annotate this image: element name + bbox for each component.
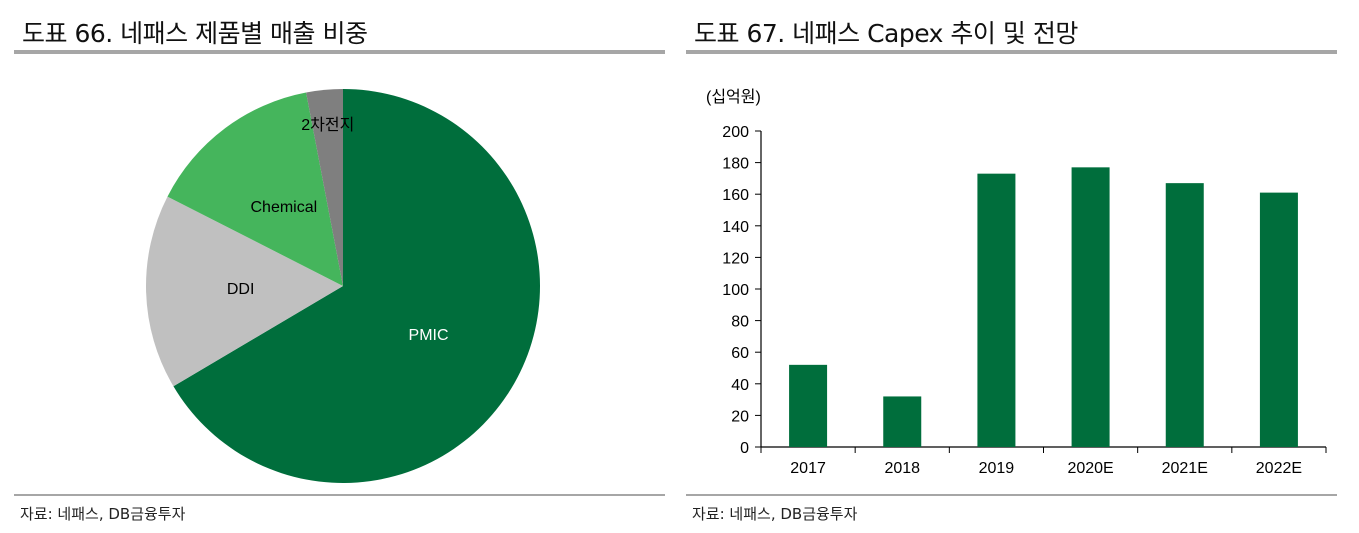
right-panel: 도표 67. 네패스 Capex 추이 및 전망 (십억원) 0 20 40 60 80 1… xyxy=(686,0,1337,533)
pie-slice xyxy=(306,89,343,286)
y-tick-label: 0 xyxy=(740,440,749,457)
x-tick-label: 2018 xyxy=(884,460,920,477)
y-tick-label: 120 xyxy=(722,250,749,267)
x-tick-label: 2019 xyxy=(979,460,1015,477)
x-tick-label: 2020E xyxy=(1067,460,1113,477)
y-tick-label: 180 xyxy=(722,156,749,173)
pie-slice-label: PMIC xyxy=(409,327,449,344)
pie-slice-label: DDI xyxy=(227,281,255,298)
y-tick-label: 100 xyxy=(722,282,749,299)
source-note: 자료: 네패스, DB금융투자 xyxy=(20,505,186,523)
y-tick-label: 160 xyxy=(722,187,749,204)
pie-slice-label: Chemical xyxy=(251,199,318,216)
source-divider xyxy=(14,494,665,496)
bar xyxy=(789,364,828,447)
x-tick-label: 2021E xyxy=(1162,460,1208,477)
y-tick-label: 140 xyxy=(722,219,749,236)
source-note: 자료: 네패스, DB금융투자 xyxy=(692,505,858,523)
x-tick-label: 2022E xyxy=(1256,460,1302,477)
bar xyxy=(1071,167,1110,447)
y-axis-unit-label: (십억원) xyxy=(706,88,761,106)
title-divider xyxy=(14,50,665,54)
bar xyxy=(883,396,922,447)
bar xyxy=(1165,183,1204,447)
pie-slice-label: 2차전지 xyxy=(301,116,354,134)
source-divider xyxy=(686,494,1337,496)
y-tick-label: 40 xyxy=(731,377,749,394)
pie-chart: PMIC DDI Chemical 2차전지 xyxy=(145,89,540,484)
y-tick-label: 60 xyxy=(731,345,749,362)
y-tick-label: 80 xyxy=(731,314,749,331)
pie-slice xyxy=(167,92,343,286)
y-tick-label: 20 xyxy=(731,408,749,425)
y-tick-label: 200 xyxy=(722,124,749,141)
left-panel: 도표 66. 네패스 제품별 매출 비중 PMIC DDI Chemical 2차전지… xyxy=(14,0,665,533)
bar xyxy=(977,173,1016,447)
bar-chart-title: 도표 67. 네패스 Capex 추이 및 전망 xyxy=(694,19,1078,48)
pie-slice xyxy=(145,196,343,387)
bar xyxy=(1259,192,1298,447)
pie-slice xyxy=(173,89,540,484)
title-divider xyxy=(686,50,1337,54)
x-tick-label: 2017 xyxy=(790,460,826,477)
bar-chart: (십억원) 0 20 40 60 80 100 120 140 160 180 200 2017 2018… xyxy=(706,88,1327,477)
pie-chart-title: 도표 66. 네패스 제품별 매출 비중 xyxy=(22,19,368,48)
